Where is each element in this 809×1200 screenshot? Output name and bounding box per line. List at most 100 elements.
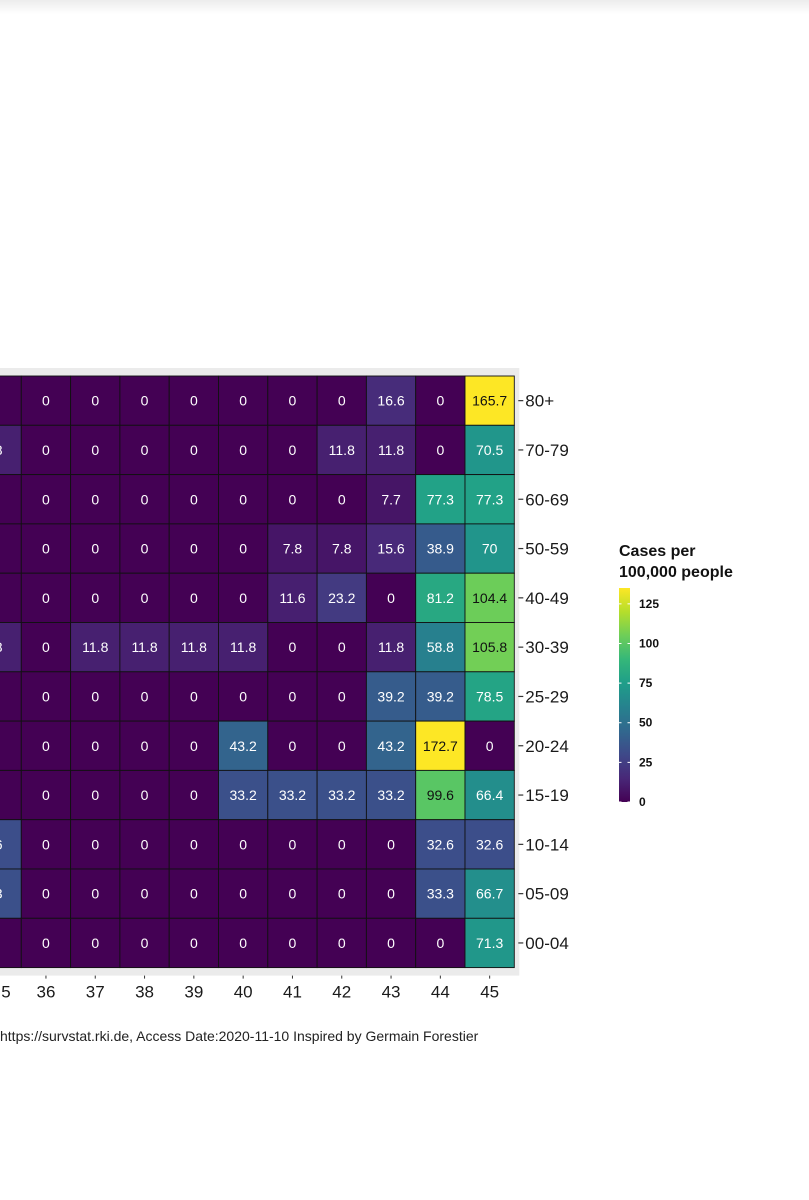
cell-value-label: 39.2 [427,688,454,704]
heatmap-cell [316,917,367,969]
y-tick-label: 15-19 [525,786,568,805]
heatmap-cell [0,622,22,673]
y-tick-label: 20-24 [525,737,568,756]
y-tick-label: 60-69 [525,490,568,509]
cell-value-label: 0 [190,836,198,852]
heatmap-cell [70,523,121,574]
cell-value-label: 39.2 [377,688,404,704]
cell-value-label: 0 [42,738,50,754]
heatmap-cell [316,424,367,476]
cell-value-label: 0 [486,738,494,754]
heatmap-cell [267,671,318,722]
cell-value-label: 15.6 [377,541,404,557]
cell-value-label: 0 [190,442,198,458]
cell-value-label: 0 [141,787,149,803]
heatmap-cell [415,917,466,969]
cell-value-label: .8 [0,639,3,655]
cell-value-label: 11.8 [82,639,108,655]
y-tick-label: 80+ [525,392,554,411]
heatmap-cell [0,523,22,574]
cell-value-label: 0 [0,935,1,951]
cell-value-label: 11.8 [181,639,207,655]
heatmap-cell [464,523,515,574]
cell-value-label: 0 [91,738,99,754]
heatmap-cell [20,720,72,771]
cell-value-label: 0 [141,836,149,852]
cell-value-label: 0 [141,935,149,951]
heatmap-cell [415,375,466,426]
heatmap-cell [70,424,121,476]
cell-value-label: 58.8 [427,639,454,655]
cell-value-label: 0 [190,393,198,409]
heatmap-cell [119,375,170,426]
cell-value-label: 0 [190,935,198,951]
y-tick-label: 30-39 [525,638,568,657]
heatmap-cell [0,572,22,623]
x-tick-label: 45 [480,983,499,1002]
cell-value-label: 0 [289,491,297,507]
x-tick-label: 40 [234,983,253,1002]
cell-value-label: 0 [141,442,149,458]
cell-value-label: 0 [42,836,50,852]
legend-tick-label: 50 [639,716,653,730]
cell-value-label: 0 [387,836,395,852]
heatmap-cell [168,868,219,919]
y-tick-label: 25-29 [525,687,568,706]
cell-value-label: 0 [338,738,346,754]
heatmap-cell [20,769,72,821]
x-tick-label: 43 [382,983,401,1002]
cell-value-label: 0 [141,590,149,606]
cell-value-label: 0 [190,491,198,507]
heatmap-cell [316,819,367,870]
cell-value-label: 43.2 [230,738,257,754]
heatmap-cell [0,769,22,821]
heatmap-cell [464,424,515,476]
heatmap-cell [0,375,22,426]
heatmap-cell [0,424,22,476]
heatmap-cell [267,375,318,426]
cell-value-label: 0 [338,836,346,852]
cell-value-label: 0 [239,442,247,458]
heatmap-cell [464,819,515,870]
legend-tick-label: 125 [639,597,659,611]
cell-value-label: 0 [436,935,444,951]
heatmap-cell [365,720,417,771]
cell-value-label: 43.2 [377,738,404,754]
heatmap-cell [20,671,72,722]
cell-value-label: 0 [0,393,1,409]
cell-value-label: 23.2 [328,590,355,606]
cell-value-label: 0 [141,688,149,704]
heatmap-cell [218,572,269,623]
cell-value-label: 66.7 [476,886,503,902]
legend-color-bar [619,588,630,802]
heatmap-cell [316,375,367,426]
heatmap-cell [365,375,417,426]
x-tick-label: 5 [1,983,10,1002]
heatmap-cell [70,671,121,722]
cell-value-label: 0 [387,935,395,951]
cell-value-label: 0 [190,541,198,557]
cell-value-label: 0 [190,886,198,902]
cell-value-label: 172.7 [423,738,458,754]
heatmap-cell [365,917,417,969]
cell-value-label: 0 [239,836,247,852]
cell-value-label: 7.7 [381,491,401,507]
cell-value-label: 0 [338,886,346,902]
cell-value-label: 0 [141,886,149,902]
cell-value-label: 32.6 [476,836,503,852]
cell-value-label: 16.6 [377,393,404,409]
heatmap-cell [119,572,170,623]
cell-value-label: 32.6 [427,836,454,852]
cell-value-label: 0 [190,787,198,803]
heatmap-cell [168,622,219,673]
heatmap-cell [464,769,515,821]
heatmap-cell [267,523,318,574]
cell-value-label: 0 [141,541,149,557]
heatmap-cell [218,720,269,771]
cell-value-label: 77.3 [427,491,454,507]
heatmap-cell [70,474,121,525]
cell-value-label: 99.6 [427,787,454,803]
heatmap-cell [20,523,72,574]
cell-value-label: .6 [0,836,3,852]
